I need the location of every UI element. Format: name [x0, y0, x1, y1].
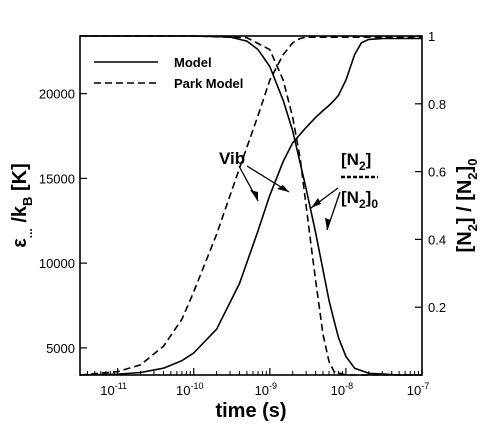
- annotation-vib: Vib: [219, 149, 245, 168]
- y-axis-title-left-sub2: B: [20, 197, 35, 206]
- annotation-n2-numerator: [N2]: [341, 150, 371, 173]
- annotation-n2-numerator-a: [N: [341, 150, 359, 169]
- y-left-tick-label-2: 15000: [39, 171, 75, 186]
- y-axis-title-right-b: ] / [N: [454, 180, 476, 224]
- y-axis-title-left-main: ε: [9, 238, 31, 248]
- annotation-n2-denominator-sub: 2: [359, 197, 366, 211]
- annotation-n2-numerator-b: ]: [366, 150, 372, 169]
- y-axis-title-right: [N2] / [N2]0: [454, 159, 480, 253]
- x-tick-label-3: 10-8: [331, 381, 353, 398]
- annotation-n2-numerator-sub: 2: [359, 159, 366, 173]
- y-left-tick-label-3: 20000: [39, 87, 75, 102]
- plot-frame: [79, 35, 423, 376]
- y-right-tick-label-0: 0.2: [428, 300, 446, 315]
- x-tick-label-4: 10-7: [407, 381, 429, 398]
- x-tick-label-2: 10-9: [255, 381, 277, 398]
- y-left-tick-label-1: 10000: [39, 256, 75, 271]
- y-left-tick-label-0: 5000: [46, 341, 75, 356]
- y-axis-title-left-end: [K]: [9, 163, 31, 196]
- y-axis-title-right-a: [N: [454, 231, 476, 252]
- y-axis-title-right-b-sub: 2: [465, 172, 480, 179]
- y-axis-title-left: ε... /kB [K]: [9, 163, 35, 247]
- series-line-model-right: [80, 35, 422, 376]
- x-tick-label-0: 10-11: [100, 381, 127, 398]
- annotation-n2-denominator-b: ]: [366, 188, 372, 207]
- legend-label-park-model: Park Model: [174, 76, 243, 91]
- y-axis-title-left-mid: /k: [9, 205, 31, 228]
- series-line-model-left: [79, 37, 422, 376]
- series-line-park-model-right: [80, 35, 422, 376]
- x-axis-title: time (s): [215, 400, 286, 422]
- y-right-tick-label-3: 0.8: [428, 97, 446, 112]
- legend-label-model: Model: [174, 55, 212, 70]
- y-axis-title-right-c: ]: [454, 166, 476, 173]
- annotation-vib-arrowhead-1: [250, 190, 258, 201]
- y-right-tick-label-4: 1: [428, 29, 435, 44]
- y-right-tick-label-1: 0.4: [428, 232, 446, 247]
- annotation-n2-arrowhead-1: [311, 198, 321, 208]
- x-tick-label-1: 10-10: [176, 381, 203, 398]
- legend: Model Park Model: [94, 55, 243, 91]
- annotation-n2-denominator-a: [N: [341, 188, 359, 207]
- annotation-n2-denominator: [N2]0: [341, 188, 378, 211]
- y-right-tick-label-2: 0.6: [428, 165, 446, 180]
- y-axis-title-right-a-sub: 2: [465, 224, 480, 231]
- annotation-n2-denominator-sub2: 0: [371, 197, 378, 211]
- y-axis-title-left-sub1: ...: [21, 228, 35, 238]
- annotation-vib-arrowhead-2: [277, 185, 289, 192]
- y-axis-title-right-c-sub: 0: [465, 159, 480, 166]
- annotation-n2-arrowhead-2: [325, 218, 331, 230]
